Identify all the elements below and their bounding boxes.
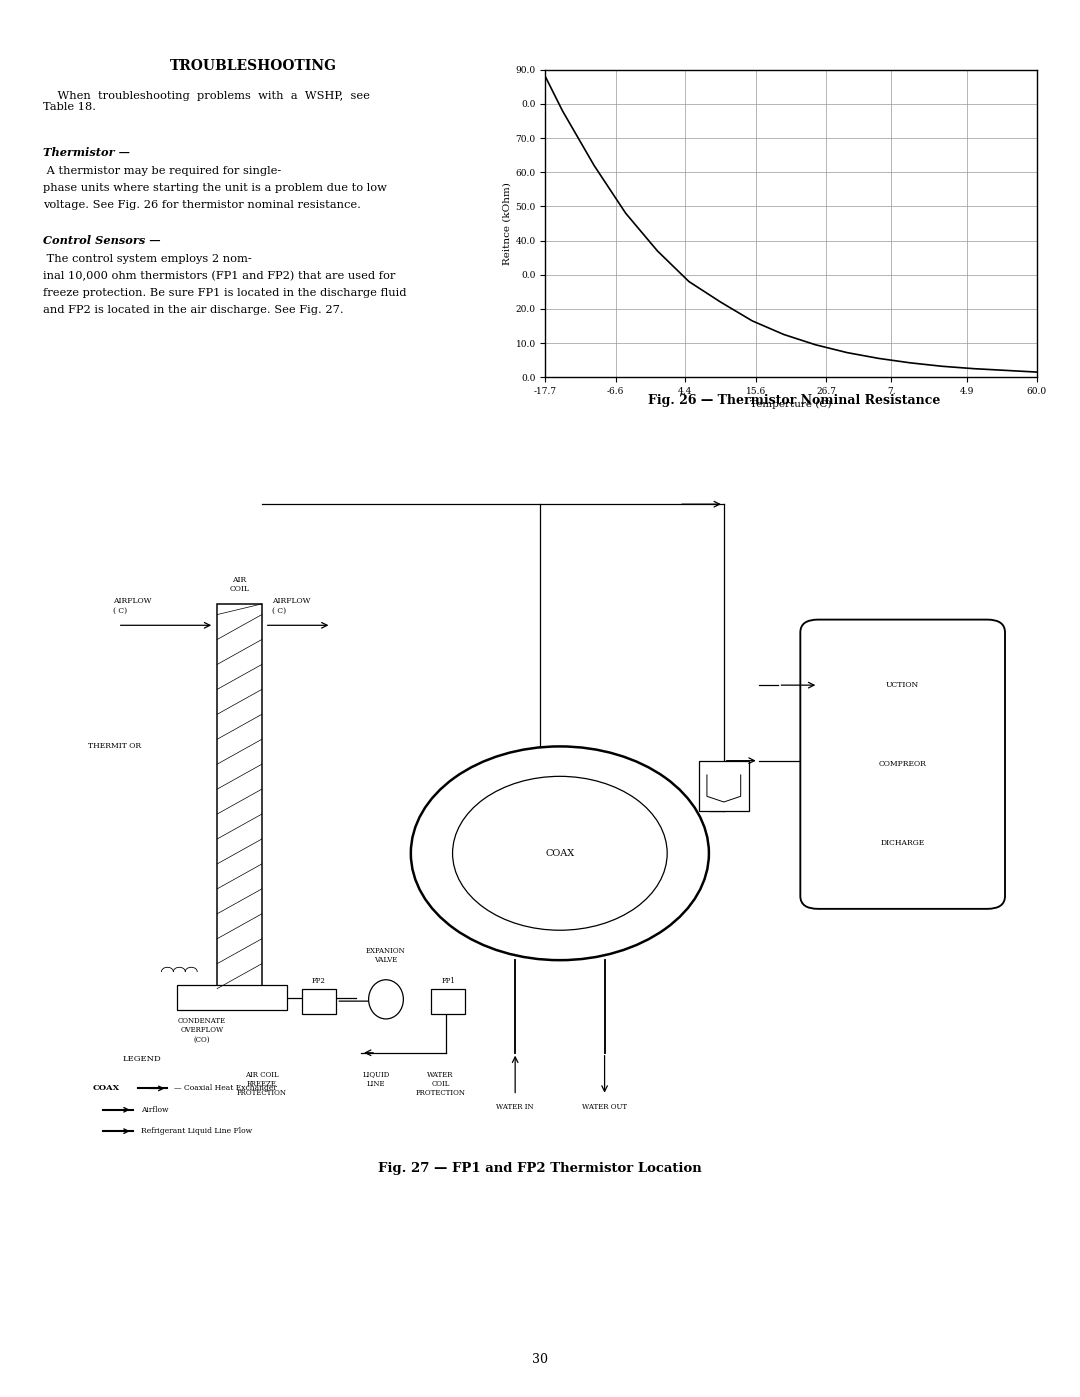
Text: The control system employs 2 nom-: The control system employs 2 nom- — [43, 254, 252, 264]
Bar — [301, 989, 336, 1014]
Text: — Coaxial Heat Exchanger: — Coaxial Heat Exchanger — [174, 1084, 278, 1092]
Circle shape — [410, 746, 708, 960]
Text: UCTION: UCTION — [886, 682, 919, 689]
Text: AIRFLOW
( C): AIRFLOW ( C) — [272, 598, 310, 615]
FancyBboxPatch shape — [800, 620, 1005, 909]
Text: WATER IN: WATER IN — [497, 1102, 534, 1111]
Text: freeze protection. Be sure FP1 is located in the discharge fluid: freeze protection. Be sure FP1 is locate… — [43, 288, 407, 298]
Text: phase units where starting the unit is a problem due to low: phase units where starting the unit is a… — [43, 183, 387, 193]
Text: Thermistor —: Thermistor — — [43, 147, 131, 158]
Bar — [431, 989, 465, 1014]
Text: LIQUID
LINE: LIQUID LINE — [363, 1070, 390, 1088]
Text: COAX: COAX — [93, 1084, 120, 1092]
Text: WATER OUT: WATER OUT — [582, 1102, 627, 1111]
Text: 30: 30 — [532, 1354, 548, 1366]
Text: LEGEND: LEGEND — [123, 1056, 161, 1063]
Text: FP2: FP2 — [312, 977, 326, 985]
Text: EXPANION
VALVE: EXPANION VALVE — [366, 947, 406, 964]
Text: Fig. 26 — Thermistor Nominal Resistance: Fig. 26 — Thermistor Nominal Resistance — [648, 394, 940, 407]
Text: Fig. 27 — FP1 and FP2 Thermistor Location: Fig. 27 — FP1 and FP2 Thermistor Locatio… — [378, 1162, 702, 1175]
Text: WATER
COIL
PROTECTION: WATER COIL PROTECTION — [416, 1070, 465, 1097]
Circle shape — [453, 777, 667, 930]
Text: AIR
COIL: AIR COIL — [229, 576, 249, 594]
Text: THERMIT OR: THERMIT OR — [87, 742, 141, 750]
Text: inal 10,000 ohm thermistors (FP1 and FP2) that are used for: inal 10,000 ohm thermistors (FP1 and FP2… — [43, 271, 395, 281]
Ellipse shape — [368, 979, 404, 1018]
Text: CONDENATE
OVERFLOW
(CO): CONDENATE OVERFLOW (CO) — [178, 1017, 226, 1044]
Text: TROUBLESHOOTING: TROUBLESHOOTING — [171, 59, 337, 73]
Bar — [177, 985, 286, 1010]
Text: voltage. See Fig. 26 for thermistor nominal resistance.: voltage. See Fig. 26 for thermistor nomi… — [43, 200, 361, 210]
Text: When  troubleshooting  problems  with  a  WSHP,  see
Table 18.: When troubleshooting problems with a WSH… — [43, 91, 370, 112]
X-axis label: Temperture (C): Temperture (C) — [751, 400, 832, 409]
Text: Airflow: Airflow — [140, 1106, 168, 1113]
Text: Control Sensors —: Control Sensors — — [43, 235, 161, 246]
Text: and FP2 is located in the air discharge. See Fig. 27.: and FP2 is located in the air discharge.… — [43, 305, 343, 314]
Y-axis label: Reitnce (kOhm): Reitnce (kOhm) — [502, 182, 511, 265]
Text: AIR COIL
FREEZE
PROTECTION: AIR COIL FREEZE PROTECTION — [237, 1070, 287, 1097]
Text: A thermistor may be required for single-: A thermistor may be required for single- — [43, 166, 282, 176]
Text: COAX: COAX — [545, 849, 575, 858]
Text: AIRFLOW
( C): AIRFLOW ( C) — [112, 598, 151, 615]
Text: FP1: FP1 — [441, 977, 455, 985]
Text: DICHARGE: DICHARGE — [880, 840, 924, 848]
Text: COMPREOR: COMPREOR — [879, 760, 927, 768]
Text: Refrigerant Liquid Line Flow: Refrigerant Liquid Line Flow — [140, 1127, 252, 1136]
Bar — [217, 604, 261, 996]
Bar — [699, 760, 748, 810]
